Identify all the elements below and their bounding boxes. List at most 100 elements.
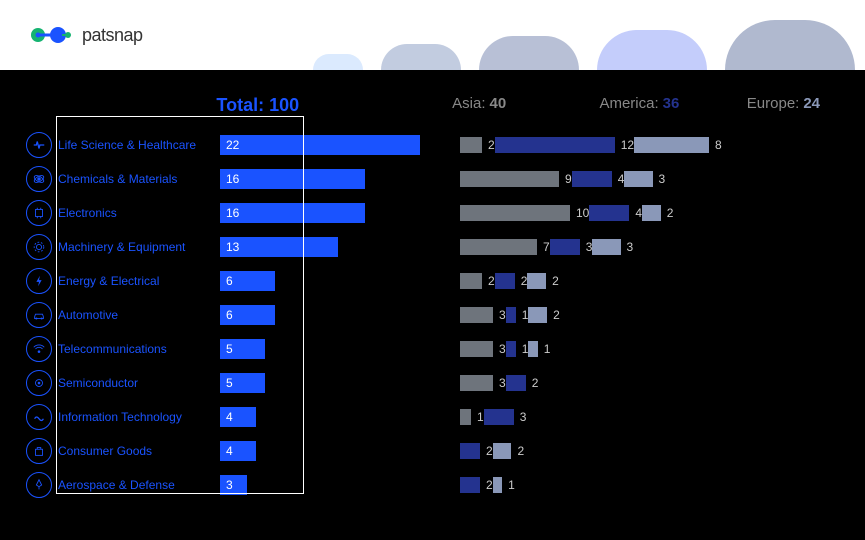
bar-value: 2 [488,274,495,288]
asia-cell: 2 [460,273,495,289]
bar [493,443,512,459]
wave-icon [26,404,52,430]
america-cell: 2 [460,443,493,459]
decorative-hump [597,30,707,70]
europe-header: Europe: 24 [747,95,845,116]
chart-row: Life Science & Healthcare222128 [20,128,845,162]
america-cell: 2 [506,375,539,391]
europe-total: 24 [803,95,820,112]
bar [460,205,570,221]
decorative-hump [313,54,363,70]
brand-logo-icon [30,23,74,47]
signal-icon [26,336,52,362]
bar-value: 10 [576,206,589,220]
decorative-hump [479,36,579,70]
bar [460,307,493,323]
europe-cell: 2 [528,307,559,323]
gear-icon [26,234,52,260]
total-bar: 5 [220,339,265,359]
bar-value: 2 [488,138,495,152]
total-cell: 5 [220,339,460,359]
america-cell: 4 [572,171,625,187]
america-cell: 1 [506,341,529,357]
bar [460,273,482,289]
bar-value: 4 [635,206,642,220]
decorative-hump [725,20,855,70]
bar-value: 1 [544,342,551,356]
total-bar: 4 [220,441,256,461]
america-cell: 3 [484,409,527,425]
total-cell: 6 [220,305,460,325]
total-bar: 3 [220,475,247,495]
asia-cell: 3 [460,375,506,391]
bar [460,477,480,493]
bar [460,171,559,187]
total-header: Total: 100 [216,95,452,116]
bar [493,477,502,493]
bar [589,205,629,221]
chart-row: Information Technology413 [20,400,845,434]
total-cell: 3 [220,475,460,495]
chart-rows: Life Science & Healthcare222128Chemicals… [20,128,845,502]
bar [484,409,514,425]
asia-cell: 10 [460,205,589,221]
bar-value: 3 [520,410,527,424]
header-humps [313,20,865,70]
america-total: 36 [663,95,680,112]
bar-value: 2 [517,444,524,458]
bar-value: 1 [477,410,484,424]
asia-cell: 1 [460,409,484,425]
bag-icon [26,438,52,464]
asia-cell: 9 [460,171,572,187]
bar-value: 9 [565,172,572,186]
category-label: Aerospace & Defense [58,478,220,492]
category-label: Automotive [58,308,220,322]
total-bar: 13 [220,237,338,257]
bar-value: 2 [532,376,539,390]
bar [592,239,620,255]
total-value: 22 [226,138,239,152]
bar [506,375,526,391]
chart-row: Automotive6 312 [20,298,845,332]
chart-row: Semiconductor532 [20,366,845,400]
header-bar: patsnap [0,0,865,70]
europe-cell: 8 [634,137,722,153]
chart-row: Telecommunications5311 [20,332,845,366]
asia-cell: 3 [460,307,506,323]
total-bar: 6 [220,271,275,291]
europe-cell: 2 [493,443,524,459]
chart-row: Aerospace & Defense321 [20,468,845,502]
bar-value: 2 [552,274,559,288]
america-cell: 3 [550,239,593,255]
chart-row: Energy & Electrical6222 [20,264,845,298]
asia-cell: 2 [460,137,495,153]
category-label: Telecommunications [58,342,220,356]
total-bar: 4 [220,407,256,427]
europe-cell: 1 [528,341,550,357]
bar [624,171,652,187]
bar-value: 2 [667,206,674,220]
bar [572,171,612,187]
bar-value: 3 [499,342,506,356]
total-bar: 5 [220,373,265,393]
america-header: America: 36 [599,95,746,116]
category-label: Consumer Goods [58,444,220,458]
total-value: 5 [226,342,233,356]
bar [460,239,537,255]
total-cell: 13 [220,237,460,257]
america-cell: 2 [495,273,528,289]
bar [528,307,547,323]
total-value: 13 [226,240,239,254]
total-value: 4 [226,444,233,458]
bar [528,341,537,357]
bar [495,137,615,153]
america-cell: 1 [506,307,529,323]
bar [460,375,493,391]
atom-icon [26,166,52,192]
total-bar: 6 [220,305,275,325]
bar-value: 3 [627,240,634,254]
bar-value: 3 [499,308,506,322]
category-label: Chemicals & Materials [58,172,220,186]
total-cell: 16 [220,169,460,189]
bar [642,205,661,221]
